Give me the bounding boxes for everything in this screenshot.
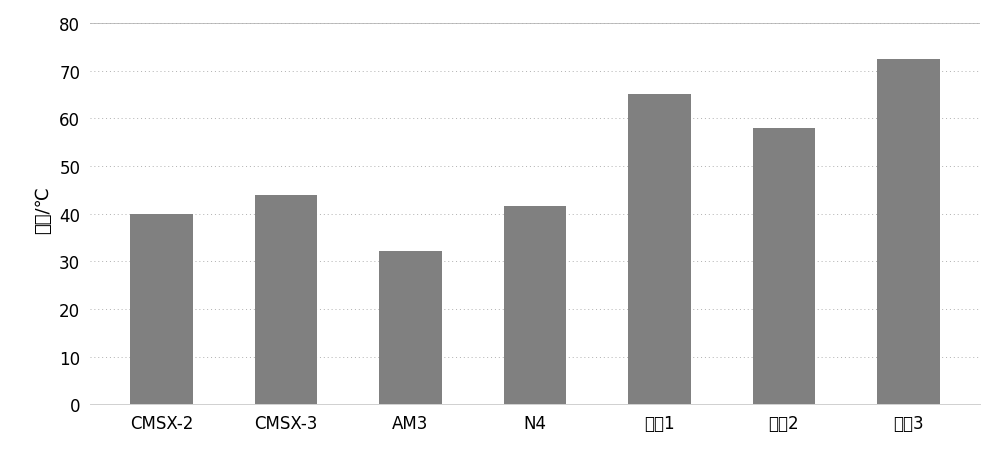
Bar	[504, 207, 566, 405]
Bar	[628, 95, 691, 405]
Bar	[753, 129, 815, 405]
Y-axis label: 温度/℃: 温度/℃	[34, 186, 52, 233]
Bar	[130, 214, 193, 405]
Bar	[877, 60, 940, 405]
Bar	[379, 251, 442, 405]
Bar	[255, 195, 317, 405]
